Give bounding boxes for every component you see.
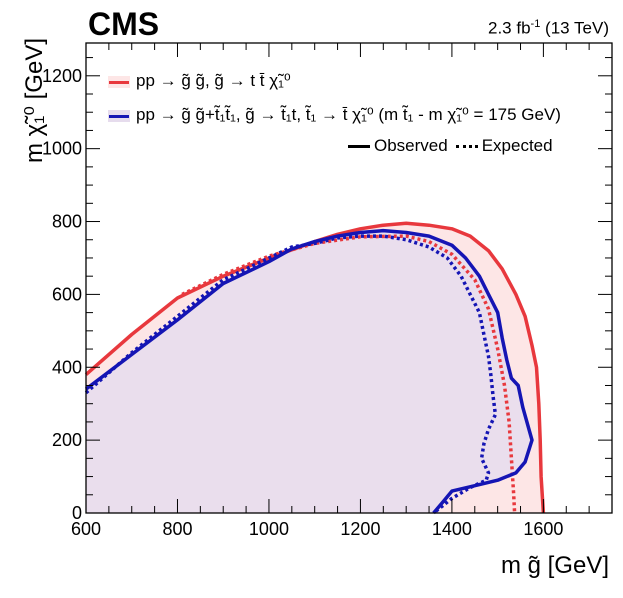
energy-label: (13 TeV) [545,18,609,38]
x-tick-label-1200: 1200 [340,519,380,539]
expected-key-line [455,145,478,149]
observed-key-label: Observed [374,136,448,155]
fills-layer [86,223,544,514]
y-tick-label-1000: 1000 [42,139,82,159]
expected-key-label: Expected [481,136,553,155]
legend-swatch-blue [108,110,130,122]
line-style-key: Observed Expected [348,136,553,156]
ticks-layer: 600 800 1000 1200 1400 1600 0 200 400 600 800 1000 1… [42,43,613,539]
fill-region-2 [86,230,532,513]
observed-key-line [348,145,370,149]
luminosity-value: 2.3 fb [487,18,531,38]
series-line-2 [84,228,534,515]
y-tick-label-200: 200 [52,430,82,450]
y-tick-label-600: 600 [52,284,82,304]
x-tick-label-1600: 1600 [523,519,563,539]
series-line-1 [181,234,517,514]
legend-entry-blue: pp → g̃ g̃+t̃₁t̃₁, g̃ → t̃₁t, t̃₁ → t̄ χ… [136,105,561,124]
y-tick-label-800: 800 [52,212,82,232]
x-tick-label-800: 800 [162,519,192,539]
luminosity-label: 2.3 fb-1 (13 TeV) [488,18,609,39]
legend-swatch-red [108,76,130,88]
y-tick-label-400: 400 [52,357,82,377]
x-axis-label: m g̃ [GeV] [500,552,609,579]
luminosity-exponent: -1 [530,18,541,30]
legend-line-red [109,81,129,84]
x-tick-label-1000: 1000 [249,519,289,539]
y-tick-label-0: 0 [72,503,82,523]
legend-entry-red: pp → g̃ g̃, g̃ → t t̄ χ̃₁⁰ [136,71,291,90]
curves-layer [84,221,546,515]
y-tick-label-1200: 1200 [42,66,82,86]
legend-line-blue [109,115,129,118]
plot-frame [85,42,613,514]
series-line-3 [84,234,498,515]
x-tick-label-1400: 1400 [432,519,472,539]
y-axis-label: m χ̃₁⁰ [GeV] [21,37,49,164]
x-tick-label-600: 600 [71,519,101,539]
experiment-title: CMS [88,6,160,42]
